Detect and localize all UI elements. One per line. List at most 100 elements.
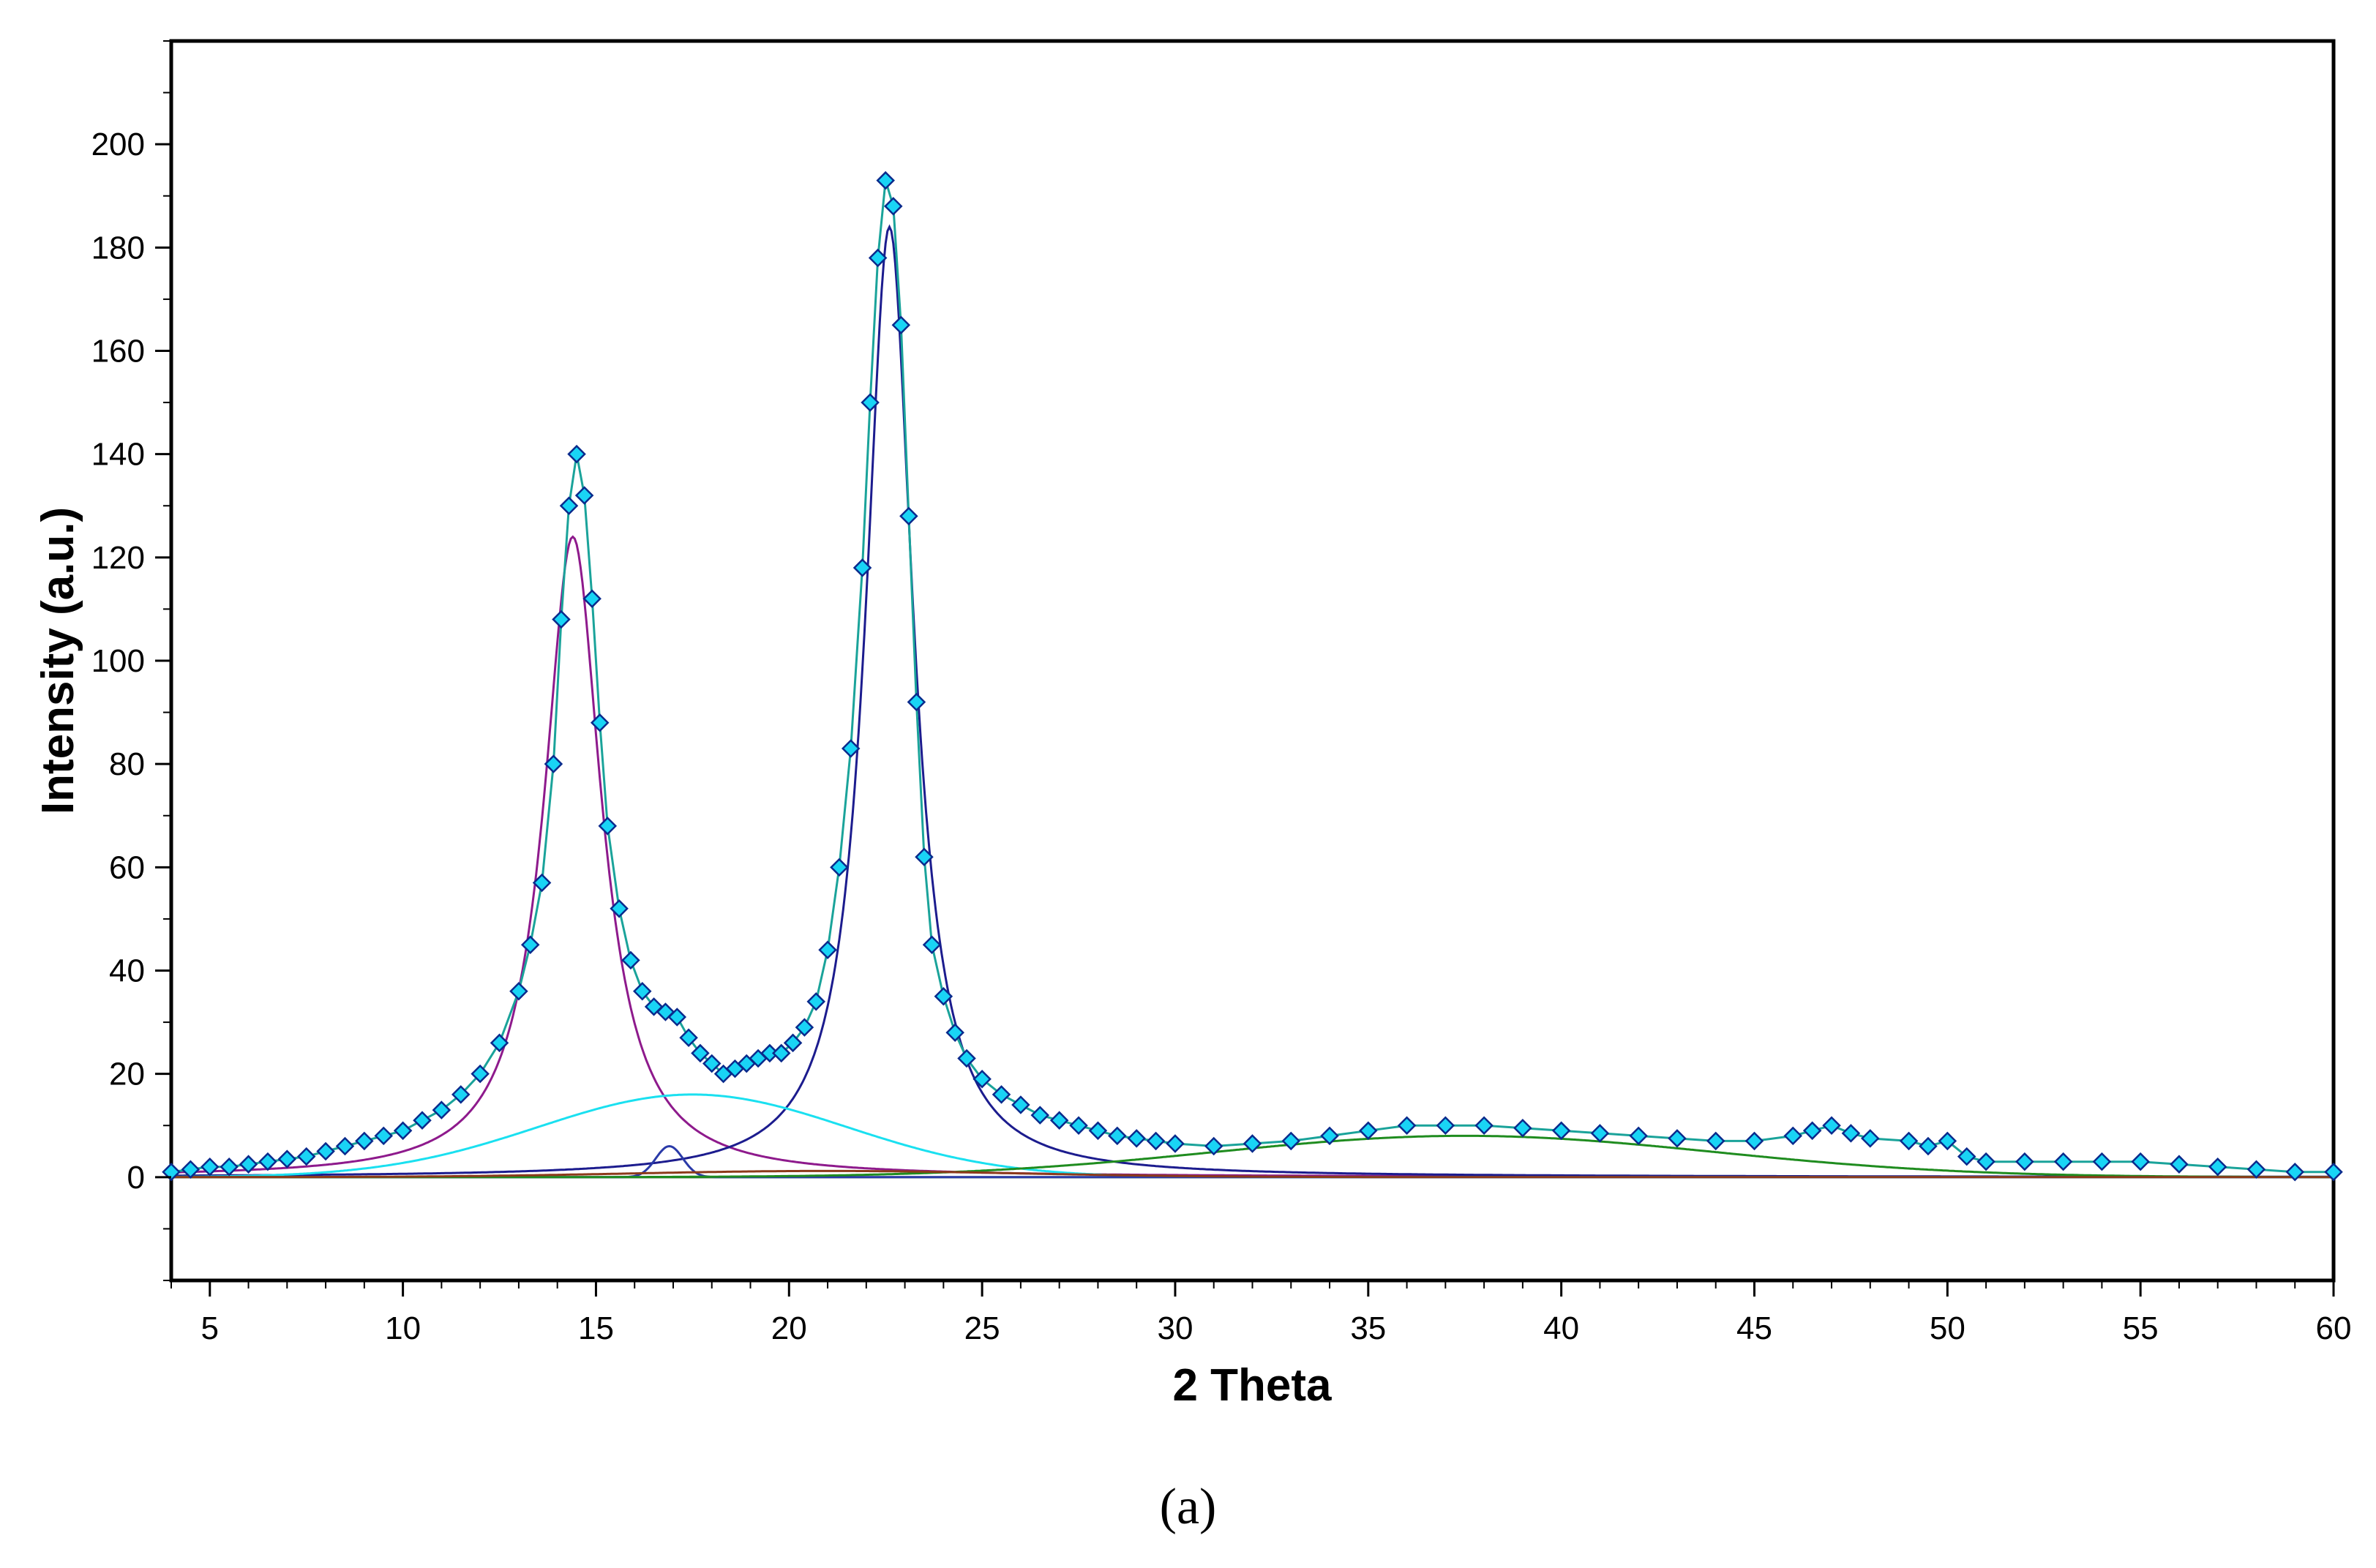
data-point [667, 1008, 687, 1027]
x-tick-label: 35 [1350, 1310, 1386, 1346]
data-point [574, 486, 594, 505]
y-tick-label: 40 [109, 953, 145, 989]
data-point [899, 506, 918, 526]
fit-component-gaussian [171, 1169, 2334, 1179]
data-point [2170, 1155, 2189, 1174]
data-point [691, 1043, 710, 1063]
data-point [1320, 1126, 1339, 1146]
data-point [162, 1163, 181, 1182]
data-point [818, 940, 837, 960]
data-point [1744, 1131, 1764, 1151]
x-tick-label: 30 [1157, 1310, 1193, 1346]
x-tick-label: 40 [1543, 1310, 1579, 1346]
data-point [972, 1069, 992, 1089]
data-point [702, 1054, 722, 1073]
data-point [239, 1155, 258, 1174]
data-point [891, 315, 911, 334]
data-point [1204, 1136, 1223, 1156]
data-point [830, 858, 849, 877]
data-point [1513, 1119, 1532, 1138]
y-tick-label: 80 [109, 746, 145, 782]
data-point [1590, 1124, 1610, 1143]
x-axis-title: 2 Theta [1172, 1360, 1332, 1411]
data-point [316, 1141, 335, 1161]
data-point [355, 1131, 374, 1151]
data-point [1706, 1131, 1725, 1151]
data-point [471, 1064, 490, 1084]
x-tick-label: 55 [2123, 1310, 2159, 1346]
data-point [633, 981, 652, 1001]
y-tick-label: 180 [91, 230, 145, 266]
y-tick-label: 160 [91, 334, 145, 370]
x-axis: 5 10 15 20 25 30 35 40 45 50 55 60 [170, 1280, 2352, 1346]
data-point [915, 847, 934, 866]
data-point [1146, 1131, 1166, 1151]
data-point [883, 197, 903, 216]
data-point [567, 444, 586, 464]
data-point [2092, 1152, 2112, 1171]
data-point [413, 1111, 432, 1130]
x-tick-label: 25 [964, 1310, 1000, 1346]
data-point [907, 692, 926, 712]
data-point [2053, 1152, 2073, 1171]
data-point [841, 739, 861, 758]
data-point [544, 754, 563, 773]
data-point [335, 1136, 355, 1156]
data-point [1957, 1147, 1976, 1166]
y-axis-title: Intensity (a.u.) [33, 507, 83, 814]
data-point [277, 1149, 297, 1169]
data-point [181, 1160, 201, 1179]
data-point [934, 987, 953, 1006]
data-point [1166, 1134, 1185, 1153]
data-point [1011, 1095, 1030, 1114]
data-point [1436, 1116, 1455, 1136]
x-tick-label: 5 [201, 1310, 219, 1346]
data-point [2246, 1160, 2266, 1179]
data-point [1551, 1121, 1571, 1141]
y-tick-label: 100 [91, 643, 145, 679]
data-point [201, 1157, 220, 1177]
data-point [1397, 1116, 1417, 1136]
data-point [1899, 1131, 1919, 1151]
data-point [795, 1018, 814, 1037]
data-point [1127, 1129, 1146, 1148]
y-tick-label: 60 [109, 849, 145, 885]
observed-data-points [162, 170, 2343, 1182]
data-point [1088, 1121, 1108, 1141]
x-tick-label: 20 [771, 1310, 807, 1346]
data-point [876, 170, 895, 190]
data-point [783, 1033, 803, 1053]
data-point [1359, 1121, 1378, 1141]
x-tick-label: 10 [385, 1310, 421, 1346]
data-point [922, 935, 942, 954]
data-point [2015, 1152, 2034, 1171]
x-tick-label: 15 [578, 1310, 614, 1346]
data-point [559, 496, 579, 516]
data-point [1841, 1124, 1861, 1143]
data-point [679, 1028, 698, 1048]
data-point [1243, 1134, 1262, 1153]
data-point [621, 950, 640, 970]
y-tick-label: 140 [91, 437, 145, 473]
data-point [2324, 1163, 2343, 1182]
data-point [1629, 1126, 1648, 1146]
y-tick-label: 120 [91, 540, 145, 576]
y-tick-label: 200 [91, 127, 145, 162]
data-point [451, 1085, 471, 1104]
data-point [1919, 1136, 1938, 1156]
data-point [1938, 1131, 1957, 1151]
data-point [1802, 1121, 1822, 1141]
data-point [945, 1023, 964, 1042]
data-point [1069, 1116, 1088, 1136]
data-point [374, 1126, 393, 1146]
data-point [656, 1002, 675, 1021]
data-point [296, 1147, 316, 1166]
data-point [1108, 1126, 1127, 1146]
data-point [2131, 1152, 2150, 1171]
data-point [582, 589, 602, 609]
data-point [806, 992, 825, 1011]
data-point [992, 1085, 1011, 1104]
y-tick-label: 0 [127, 1160, 145, 1196]
data-point [771, 1043, 791, 1063]
x-tick-label: 60 [2316, 1310, 2352, 1346]
